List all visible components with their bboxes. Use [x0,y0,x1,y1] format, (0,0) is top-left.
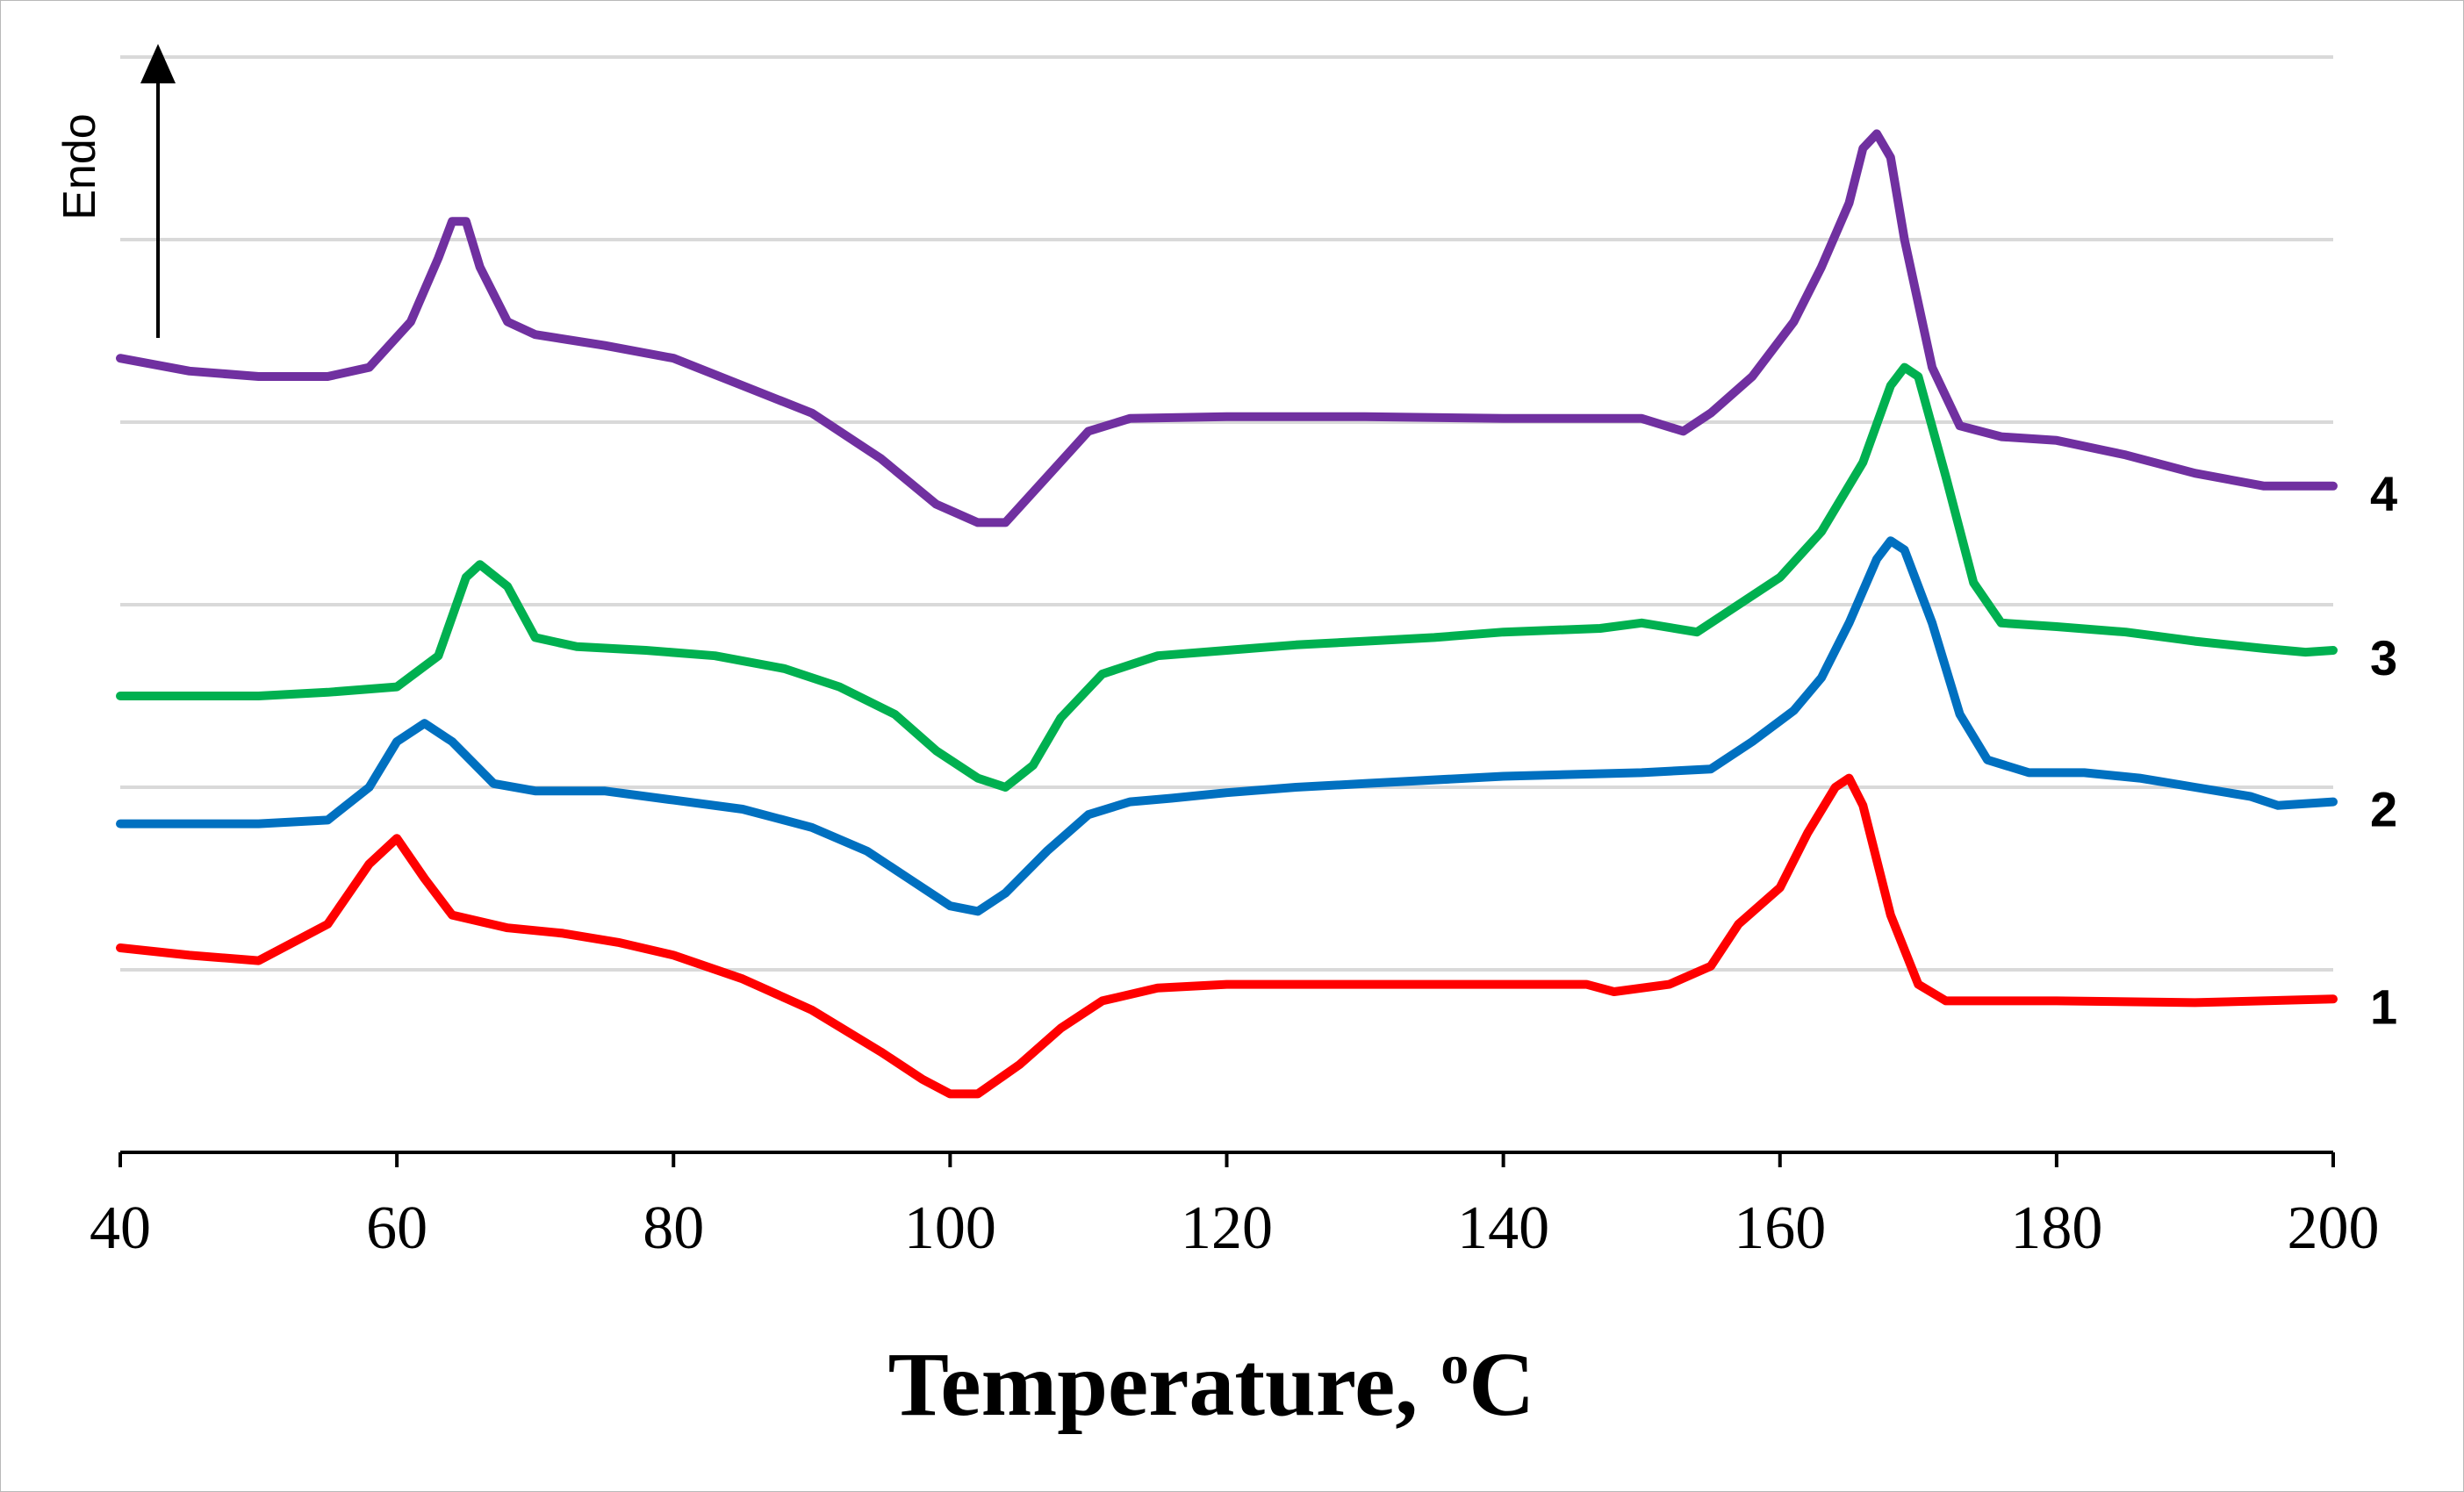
grid-lines [120,55,2333,972]
series-line-1 [116,773,2338,1099]
x-tick-label: 140 [1457,1194,1549,1262]
x-tick-label: 120 [1181,1194,1273,1262]
x-tick-label: 60 [366,1194,427,1262]
x-ticks: 40 60 80 100 120 140 160 180 200 [90,1152,2380,1262]
endo-arrow [140,44,176,338]
series-line-2 [116,536,2338,916]
x-tick-label: 80 [643,1194,704,1262]
series-label-1: 1 [2370,979,2397,1034]
x-tick-label: 180 [2010,1194,2102,1262]
series-line-3 [116,362,2338,792]
series-label-2: 2 [2370,782,2397,837]
series-line-4 [116,129,2338,527]
y-axis-label: Endo [54,113,105,219]
x-axis-title-text: Temperature, [888,1334,1441,1435]
series-label-4: 4 [2370,466,2397,521]
x-tick-label: 100 [904,1194,996,1262]
x-tick-label: 200 [2288,1194,2380,1262]
x-axis-title: Temperature, oC [888,1333,1535,1435]
x-axis-title-superscript: o [1440,1333,1469,1395]
endo-arrow-head-icon [140,44,176,83]
series-labels: 1 2 3 4 [2370,466,2397,1034]
x-axis-title-unit: C [1469,1334,1534,1435]
x-tick-label: 40 [90,1194,151,1262]
series-label-3: 3 [2370,630,2397,685]
series-group [116,129,2338,1099]
x-tick-label: 160 [1734,1194,1826,1262]
